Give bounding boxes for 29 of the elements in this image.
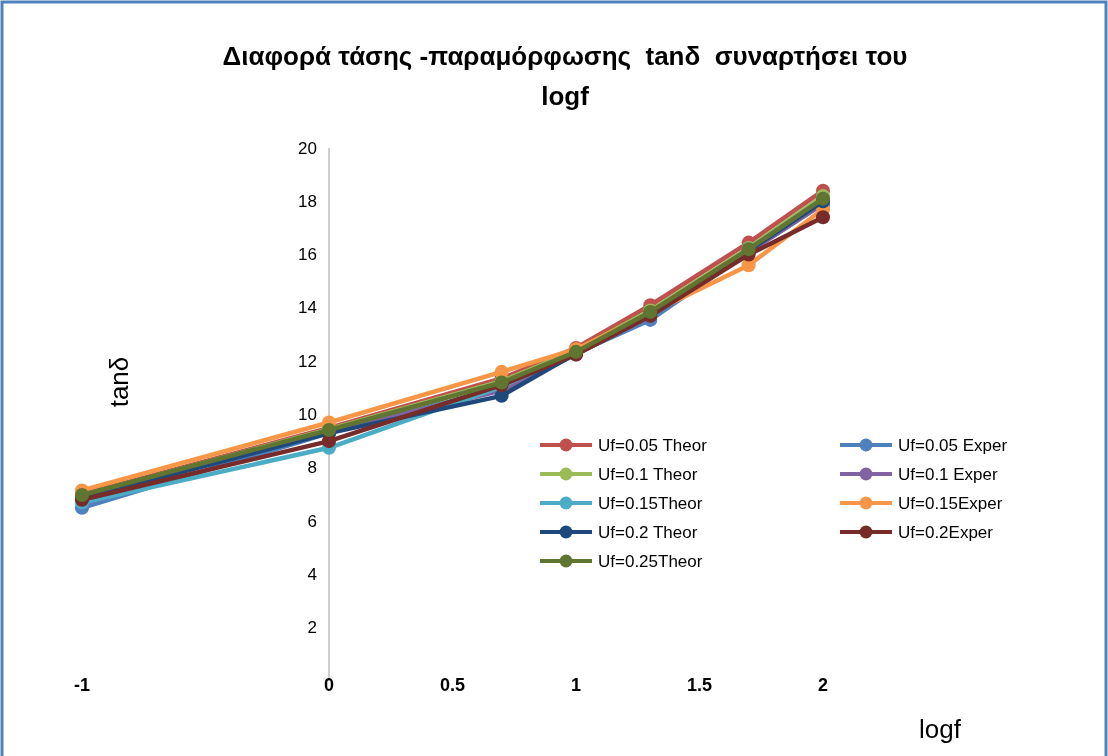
y-tick-label: 16 [298,245,317,265]
legend-label: Uf=0.05 Theor [598,435,708,455]
x-tick-label: 2 [817,675,829,695]
y-tick-label: 14 [298,298,317,318]
y-tick-label: 2 [307,618,317,638]
legend-label: Uf=0.2Exper [898,522,994,542]
y-tick-label: 20 [298,138,317,158]
point [816,210,830,225]
legend-label: Uf=0.1 Theor [598,464,698,484]
y-axis-title: tanδ [104,356,134,408]
y-tick-label: 4 [307,564,317,584]
legend-label: Uf=0.25Theor [598,551,703,571]
legend-label: Uf=0.15Theor [598,493,703,513]
x-tick-label: -1 [73,675,91,695]
y-tick-label: 18 [298,191,317,211]
x-axis-title: logf [919,714,962,744]
legend-label: Uf=0.05 Exper [898,435,1008,455]
y-tick-label: 8 [307,458,317,478]
x-tick-label: 1.5 [686,675,713,695]
legend-label: Uf=0.2 Theor [598,522,698,542]
chart-title: Διαφορά τάσης -παραμόρφωσης tanδ συναρτήσει του logf [222,41,908,111]
x-tick-label: 0.5 [439,675,466,695]
legend-label: Uf=0.15Exper [898,493,1003,513]
x-tick-label: 0 [323,675,335,695]
y-tick-label: 12 [298,351,317,371]
x-tick-label: 1 [570,675,582,695]
y-tick-label: 10 [298,405,317,424]
y-tick-label: 6 [307,511,317,531]
legend-label: Uf=0.1 Exper [898,464,999,484]
